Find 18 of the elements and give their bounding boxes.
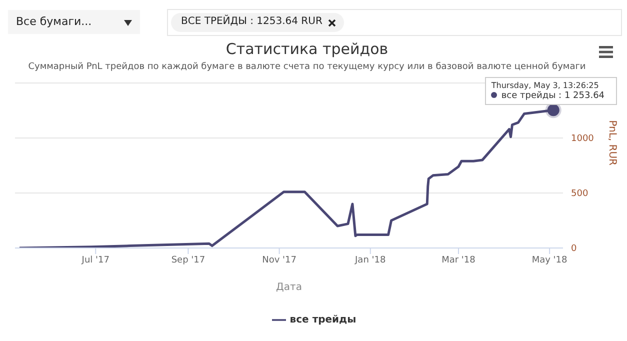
y-axis-title: PnL, RUR [606,120,618,166]
annotation: все трейды : 1 253.64 [500,91,606,102]
x-tick-label: Sep '17 [171,255,206,266]
x-tick-label: Mar '18 [442,255,476,266]
y-tick-label: 0 [571,244,577,254]
legend-label: все трейды [290,314,356,326]
x-tick-label: Nov '17 [262,255,296,266]
x-tick-label: Jul '17 [80,255,110,266]
x-axis-title: Дата [276,282,302,293]
text: Все бумаги... [8,10,140,34]
chart-title: Статистика трейдов [224,40,390,58]
x-tick-label: Jan '18 [354,255,386,266]
text: ВСЕ ТРЕЙДЫ : 1253.64 RUR [171,13,344,32]
chart-subtitle: Суммарный PnL трейдов по каждой бумаге в валюте счета по текущему курсу или в базовой валюте ценной бумаги [27,62,587,72]
x-tick-label: May '18 [532,255,568,266]
annotation: Thursday, May 3, 13:26:25 [491,80,599,92]
y-tick-label: 1000 [571,134,594,144]
y-tick-label: 500 [571,189,588,200]
